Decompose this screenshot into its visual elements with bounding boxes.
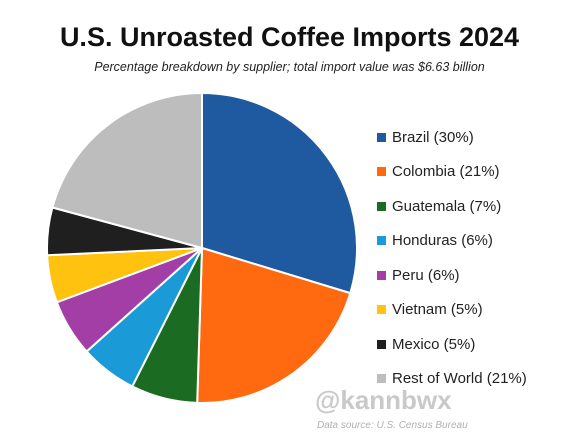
legend-item-honduras: Honduras (6%) bbox=[377, 224, 527, 259]
legend-swatch bbox=[377, 374, 386, 384]
legend-item-peru: Peru (6%) bbox=[377, 258, 527, 293]
pie-slice-rest-of-world bbox=[51, 91, 203, 250]
legend-item-guatemala: Guatemala (7%) bbox=[377, 189, 527, 224]
legend-label: Mexico (5%) bbox=[392, 335, 476, 353]
pie-slice-colombia bbox=[196, 246, 352, 404]
legend-item-colombia: Colombia (21%) bbox=[377, 155, 527, 190]
legend-swatch bbox=[377, 236, 386, 246]
legend-item-mexico: Mexico (5%) bbox=[377, 327, 527, 362]
legend-item-brazil: Brazil (30%) bbox=[377, 120, 527, 155]
legend-swatch bbox=[377, 201, 386, 211]
chart-subtitle: Percentage breakdown by supplier; total … bbox=[94, 60, 485, 74]
watermark: @kannbwx bbox=[315, 385, 452, 415]
legend-label: Brazil (30%) bbox=[392, 128, 474, 146]
legend-swatch bbox=[377, 270, 386, 280]
legend-swatch bbox=[377, 132, 386, 142]
pie-slice-brazil bbox=[201, 91, 358, 295]
legend-item-rest-of-world: Rest of World (21%) bbox=[377, 362, 527, 397]
pie-chart bbox=[46, 91, 358, 404]
legend-swatch bbox=[377, 305, 386, 315]
legend: Brazil (30%) Colombia (21%) Guatemala (7%)… bbox=[377, 120, 527, 396]
legend-label: Vietnam (5%) bbox=[392, 301, 483, 319]
legend-label: Colombia (21%) bbox=[392, 163, 500, 181]
legend-item-vietnam: Vietnam (5%) bbox=[377, 293, 527, 328]
legend-label: Honduras (6%) bbox=[392, 232, 493, 250]
legend-label: Peru (6%) bbox=[392, 266, 460, 284]
legend-swatch bbox=[377, 167, 386, 177]
legend-swatch bbox=[377, 339, 386, 349]
chart-title: U.S. Unroasted Coffee Imports 2024 bbox=[59, 22, 520, 52]
source-note: Data source: U.S. Census Bureau bbox=[317, 420, 468, 431]
legend-label: Guatemala (7%) bbox=[392, 197, 502, 215]
legend-label: Rest of World (21%) bbox=[392, 370, 527, 388]
